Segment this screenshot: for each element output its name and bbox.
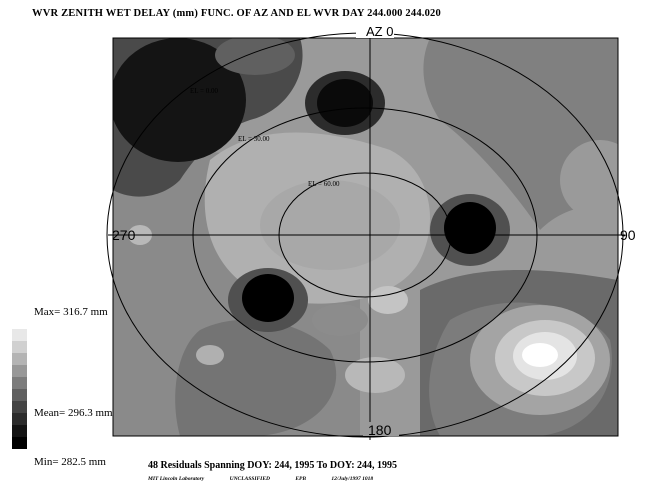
- legend-swatch: [12, 317, 27, 329]
- el-label-60: EL = 60.00: [308, 180, 340, 188]
- contour-blob: [113, 38, 246, 162]
- az-label-right: 90: [620, 227, 636, 243]
- contour-field: [113, 38, 618, 436]
- credits-line: MIT Lincoln Laboratory UNCLASSIFIED EPB …: [148, 476, 397, 482]
- contour-blob: [522, 343, 558, 367]
- credit-classification: UNCLASSIFIED: [229, 476, 270, 482]
- contour-blob: [368, 286, 408, 314]
- legend-swatch: [12, 389, 27, 401]
- legend-swatch: [12, 353, 27, 365]
- az-label-bg: [363, 422, 399, 436]
- contour-blob: [196, 345, 224, 365]
- el-label-30: EL = 30.00: [238, 135, 270, 143]
- contour-blob: [260, 180, 400, 270]
- el-label-0: EL = 0.00: [190, 87, 218, 95]
- chart-title: WVR ZENITH WET DELAY (mm) FUNC. OF AZ AN…: [32, 8, 441, 19]
- contour-blob: [444, 202, 496, 254]
- legend-swatch: [12, 401, 27, 413]
- contour-blob: [312, 304, 368, 336]
- residuals-summary: 48 Residuals Spanning DOY: 244, 1995 To …: [148, 460, 398, 471]
- legend-swatch: [12, 377, 27, 389]
- color-scale-legend: [12, 317, 27, 449]
- contour-blob: [215, 38, 295, 75]
- az-label-left: 270: [112, 227, 136, 243]
- legend-swatch: [12, 341, 27, 353]
- legend-swatch: [12, 365, 27, 377]
- credit-author: EPB: [295, 476, 307, 482]
- stat-max: Max= 316.7 mm: [34, 306, 108, 318]
- contour-blob: [560, 140, 618, 220]
- legend-swatch: [12, 329, 27, 341]
- az-label-bg: [356, 25, 394, 38]
- credit-date: 12/July/1997 1018: [331, 476, 374, 482]
- stat-min: Min= 282.5 mm: [34, 456, 106, 468]
- legend-swatch: [12, 413, 27, 425]
- legend-swatch: [12, 425, 27, 437]
- stat-mean: Mean= 296.3 mm: [34, 407, 113, 419]
- az-label-top: AZ 0: [366, 24, 393, 39]
- credit-lab: MIT Lincoln Laboratory: [148, 476, 205, 482]
- contour-blob: [345, 357, 405, 393]
- contour-blob: [317, 79, 373, 127]
- legend-swatch: [12, 437, 27, 449]
- contour-blob: [242, 274, 294, 322]
- az-label-bottom: 180: [368, 422, 392, 438]
